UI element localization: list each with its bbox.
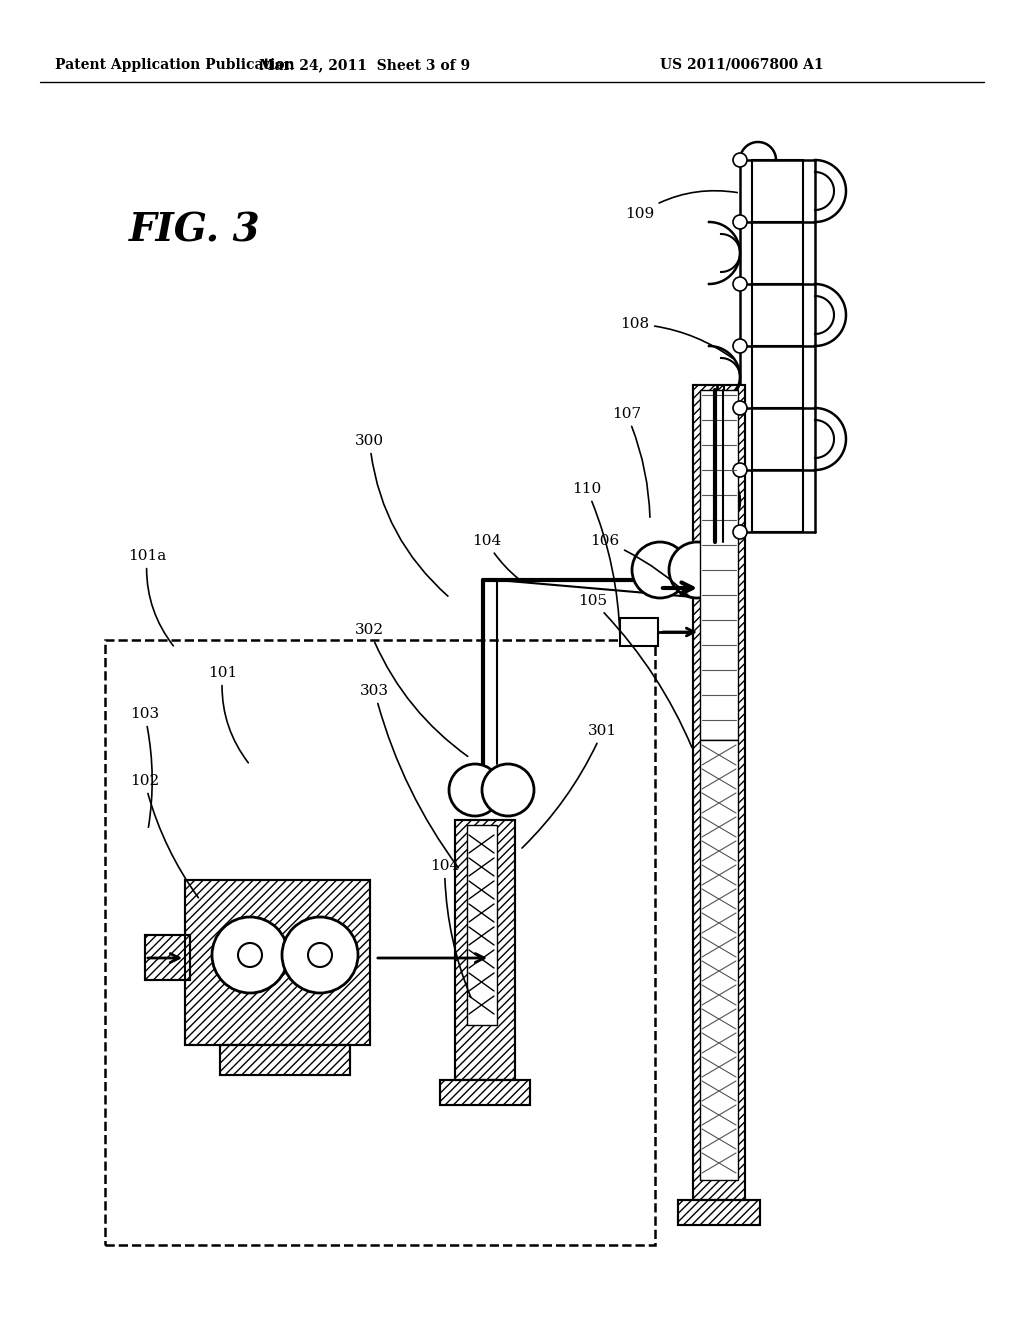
Circle shape: [212, 917, 288, 993]
Circle shape: [733, 153, 746, 168]
Bar: [693, 385, 745, 1200]
Text: 108: 108: [620, 317, 733, 358]
Text: 300: 300: [355, 434, 447, 597]
Text: 104: 104: [430, 859, 471, 998]
Circle shape: [449, 764, 501, 816]
Text: 104: 104: [472, 535, 518, 578]
Circle shape: [733, 339, 746, 352]
Bar: [145, 935, 190, 979]
Bar: [455, 820, 515, 1080]
Text: 101: 101: [208, 667, 248, 763]
Bar: [678, 1200, 760, 1225]
Text: 303: 303: [360, 684, 459, 867]
Bar: [145, 935, 190, 979]
Text: US 2011/0067800 A1: US 2011/0067800 A1: [660, 58, 823, 73]
Circle shape: [733, 463, 746, 477]
Bar: [185, 880, 370, 1045]
Circle shape: [482, 764, 534, 816]
Bar: [693, 385, 745, 1200]
Text: Mar. 24, 2011  Sheet 3 of 9: Mar. 24, 2011 Sheet 3 of 9: [259, 58, 471, 73]
Text: 106: 106: [590, 535, 691, 598]
Circle shape: [282, 917, 358, 993]
Bar: [700, 389, 738, 741]
Bar: [440, 1080, 530, 1105]
Text: 110: 110: [572, 482, 620, 638]
Bar: [700, 741, 738, 1180]
Bar: [220, 1045, 350, 1074]
Text: 107: 107: [612, 407, 650, 517]
Bar: [455, 820, 515, 1080]
Text: 102: 102: [130, 774, 199, 898]
Circle shape: [733, 525, 746, 539]
Text: 301: 301: [522, 723, 617, 847]
Circle shape: [632, 543, 688, 598]
Text: Patent Application Publication: Patent Application Publication: [55, 58, 295, 73]
Bar: [678, 1200, 760, 1225]
Text: 302: 302: [355, 623, 468, 756]
Bar: [185, 880, 370, 1045]
Text: 105: 105: [578, 594, 692, 747]
Bar: [440, 1080, 530, 1105]
Bar: [620, 618, 658, 645]
Circle shape: [238, 942, 262, 968]
Text: 103: 103: [130, 708, 159, 828]
Circle shape: [308, 942, 332, 968]
Text: FIG. 3: FIG. 3: [129, 211, 261, 249]
Circle shape: [733, 277, 746, 290]
Bar: [220, 1045, 350, 1074]
Circle shape: [733, 401, 746, 414]
Circle shape: [733, 215, 746, 228]
Bar: [467, 825, 497, 1026]
Bar: [105, 640, 655, 1245]
Text: 101a: 101a: [128, 549, 173, 645]
Text: 109: 109: [625, 190, 737, 220]
Circle shape: [669, 543, 725, 598]
